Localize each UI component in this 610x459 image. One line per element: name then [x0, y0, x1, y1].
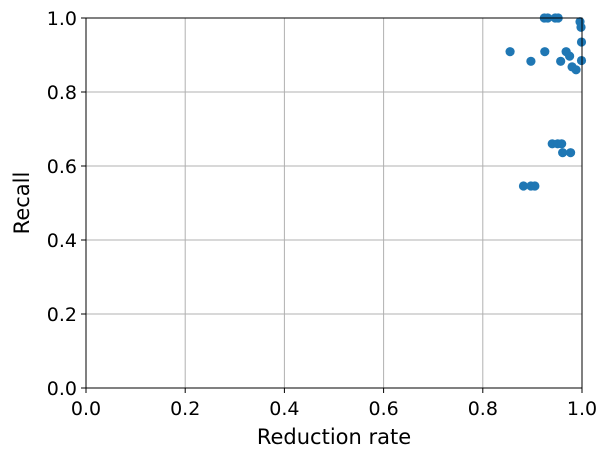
- y-tick-label: 0.6: [47, 156, 77, 178]
- data-point: [558, 148, 568, 158]
- data-point: [565, 51, 575, 61]
- data-point: [530, 181, 540, 191]
- y-tick-label: 0.0: [47, 378, 77, 400]
- x-tick-label: 0.4: [269, 398, 299, 420]
- y-tick-label: 0.2: [47, 304, 77, 326]
- x-axis-label: Reduction rate: [257, 425, 411, 449]
- x-tick-label: 0.2: [170, 398, 200, 420]
- data-point: [505, 47, 515, 57]
- x-tick-label: 0.0: [71, 398, 101, 420]
- plot-frame: [85, 17, 583, 389]
- data-point: [556, 56, 566, 66]
- x-tick-label: 0.8: [468, 398, 498, 420]
- data-point: [571, 65, 581, 75]
- data-point: [576, 22, 586, 32]
- axes: [85, 17, 583, 389]
- data-point: [557, 139, 567, 149]
- x-tick-label: 1.0: [567, 398, 597, 420]
- y-axis-label: Recall: [10, 172, 34, 235]
- x-tick-label: 0.6: [368, 398, 398, 420]
- data-point: [518, 181, 529, 191]
- ticks: 0.0 0.2 0.4 0.6 0.8 1.0 0.0 0.2 0.4 0.6 0.8 1.0: [47, 8, 597, 420]
- data-point: [540, 47, 550, 57]
- y-tick-label: 0.4: [47, 230, 77, 252]
- grid: [85, 17, 583, 389]
- y-tick-label: 0.8: [47, 82, 77, 104]
- y-tick-label: 1.0: [47, 8, 77, 30]
- data-points: [505, 13, 587, 191]
- data-point: [565, 148, 576, 158]
- data-point: [526, 56, 536, 66]
